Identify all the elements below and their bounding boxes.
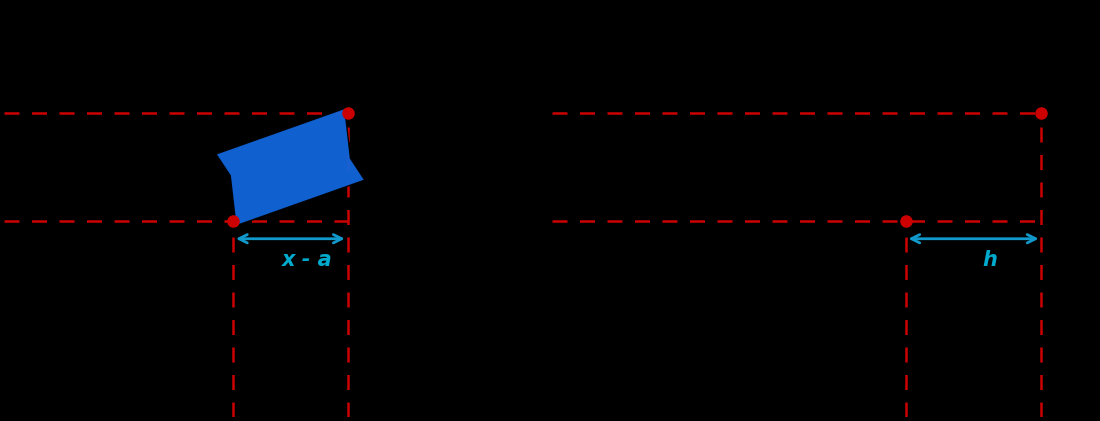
Text: x - a: x - a	[282, 250, 333, 269]
Text: h: h	[982, 250, 998, 269]
Polygon shape	[216, 109, 365, 226]
